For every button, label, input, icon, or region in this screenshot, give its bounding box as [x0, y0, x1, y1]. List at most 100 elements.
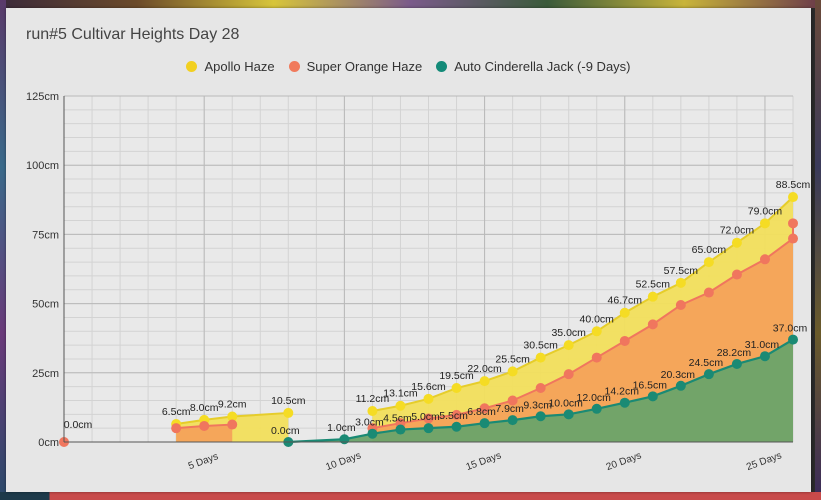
background-strip-top [0, 0, 821, 8]
point-super-orange-haze [171, 423, 182, 434]
point-super-orange-haze [451, 409, 462, 420]
background-strip-left [0, 0, 6, 500]
series-line-apollo-haze [372, 196, 794, 412]
point-super-orange-haze [507, 395, 518, 406]
point-super-orange-haze [535, 383, 546, 394]
data-label-apollo-haze: 79.0cm [748, 205, 783, 217]
data-label-apollo-haze: 35.0cm [551, 327, 586, 339]
point-apollo-haze [423, 393, 434, 404]
data-label-apollo-haze: 88.5cm [776, 179, 811, 191]
point-super-orange-haze [731, 269, 742, 280]
data-label-apollo-haze: 19.5cm [439, 370, 474, 382]
point-auto-cinderella-jack [675, 380, 686, 391]
data-label-auto-cinderella-jack: 37.0cm [773, 323, 808, 335]
y-tick-label: 125cm [26, 91, 59, 103]
point-auto-cinderella-jack [619, 397, 630, 408]
legend-item-super-orange-haze[interactable]: Super Orange Haze [288, 59, 422, 74]
data-label-apollo-haze: 57.5cm [664, 265, 699, 277]
point-super-orange-haze [479, 403, 490, 414]
legend-label: Apollo Haze [204, 59, 275, 74]
series-area-auto-cinderella-jack [288, 339, 793, 442]
point-auto-cinderella-jack [395, 424, 406, 435]
background-strip-bottom [0, 492, 821, 500]
point-super-orange-haze [647, 319, 658, 330]
point-auto-cinderella-jack [451, 421, 462, 432]
series-area-super-orange-haze [176, 424, 233, 442]
data-label-auto-cinderella-jack: 10.0cm [548, 397, 583, 409]
chart-title: run#5 Cultivar Heights Day 28 [26, 26, 240, 43]
point-auto-cinderella-jack [703, 369, 714, 380]
point-super-orange-haze [423, 413, 434, 424]
point-apollo-haze [367, 405, 378, 416]
data-label-auto-cinderella-jack: 16.5cm [633, 379, 668, 391]
point-apollo-haze [227, 411, 238, 422]
data-label-apollo-haze: 22.0cm [467, 363, 502, 375]
data-label-auto-cinderella-jack: 9.3cm [523, 399, 552, 411]
point-auto-cinderella-jack [759, 351, 770, 362]
point-super-orange-haze [703, 287, 714, 298]
data-label-auto-cinderella-jack: 5.5cm [439, 410, 468, 422]
point-auto-cinderella-jack [535, 411, 546, 422]
point-auto-cinderella-jack [591, 403, 602, 414]
data-label-apollo-haze: 15.6cm [411, 381, 446, 393]
point-apollo-haze [647, 291, 658, 302]
y-tick-label: 75cm [32, 229, 59, 241]
y-tick-label: 100cm [26, 160, 59, 172]
point-auto-cinderella-jack [367, 428, 378, 439]
point-apollo-haze [591, 326, 602, 337]
data-label-apollo-haze: 9.2cm [218, 399, 247, 411]
data-label-auto-cinderella-jack: 28.2cm [717, 347, 752, 359]
point-apollo-haze [283, 407, 294, 418]
point-auto-cinderella-jack [339, 434, 350, 445]
x-tick-label: 20 Days [605, 450, 643, 473]
point-auto-cinderella-jack [647, 391, 658, 402]
chart-card: run#5 Cultivar Heights Day 28 Apollo Haz… [6, 8, 811, 492]
point-auto-cinderella-jack [423, 423, 434, 434]
data-label-apollo-haze: 11.2cm [356, 393, 390, 405]
y-tick-label: 50cm [32, 299, 59, 311]
x-tick-label: 25 Days [745, 450, 783, 473]
y-tick-label: 0cm [38, 437, 59, 449]
chart-legend: Apollo Haze Super Orange Haze Auto Cinde… [6, 59, 811, 74]
data-label-auto-cinderella-jack: 0.0cm [271, 425, 300, 437]
point-super-orange-haze [788, 218, 798, 229]
point-apollo-haze [451, 383, 462, 394]
point-auto-cinderella-jack [788, 334, 798, 345]
legend-item-apollo-haze[interactable]: Apollo Haze [186, 59, 275, 74]
point-apollo-haze [507, 366, 518, 377]
point-super-orange-haze [759, 254, 770, 265]
data-label-apollo-haze: 30.5cm [523, 340, 558, 352]
point-apollo-haze [563, 340, 574, 351]
point-auto-cinderella-jack [731, 358, 742, 369]
data-label-auto-cinderella-jack: 14.2cm [605, 386, 640, 398]
data-label-apollo-haze: 6.5cm [162, 406, 191, 418]
point-auto-cinderella-jack [479, 418, 490, 429]
data-label-apollo-haze: 25.5cm [495, 353, 530, 365]
data-label-auto-cinderella-jack: 31.0cm [745, 339, 780, 351]
point-super-orange-haze [227, 419, 238, 430]
data-label-auto-cinderella-jack: 1.0cm [327, 422, 356, 434]
point-apollo-haze [703, 257, 714, 268]
point-apollo-haze [759, 218, 770, 229]
point-super-orange-haze [619, 335, 630, 346]
point-super-orange-haze [675, 299, 686, 310]
data-label-auto-cinderella-jack: 12.0cm [577, 392, 612, 404]
point-super-orange-haze [788, 233, 798, 244]
point-auto-cinderella-jack [507, 415, 518, 426]
y-tick-label: 25cm [32, 368, 59, 380]
data-label-apollo-haze: 52.5cm [636, 279, 671, 291]
data-label-auto-cinderella-jack: 24.5cm [689, 357, 724, 369]
data-label-apollo-haze: 65.0cm [692, 244, 727, 256]
point-apollo-haze [395, 400, 406, 411]
data-label-auto-cinderella-jack: 4.5cm [383, 413, 412, 425]
data-label-auto-cinderella-jack: 3.0cm [355, 417, 384, 429]
data-label-auto-cinderella-jack: 7.9cm [495, 403, 524, 415]
point-super-orange-haze [591, 352, 602, 363]
x-tick-label: 10 Days [324, 450, 362, 473]
point-apollo-haze [788, 192, 798, 203]
data-label-apollo-haze: 8.0cm [190, 402, 219, 414]
legend-label: Auto Cinderella Jack (-9 Days) [454, 59, 631, 74]
legend-dot-icon [186, 61, 198, 72]
point-apollo-haze [479, 376, 490, 387]
legend-item-auto-cinderella-jack[interactable]: Auto Cinderella Jack (-9 Days) [436, 59, 631, 74]
